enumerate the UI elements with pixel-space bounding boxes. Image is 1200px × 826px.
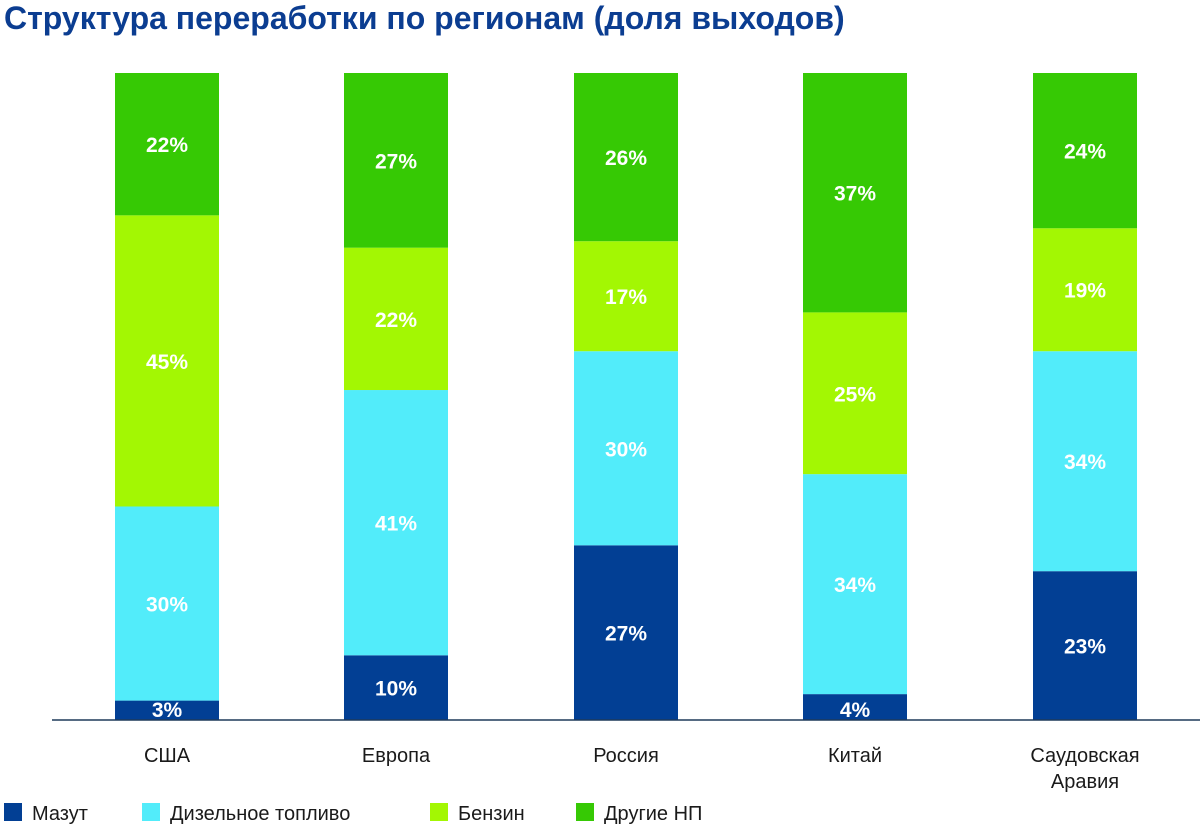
category-label-1: США xyxy=(144,745,191,767)
bar-segment-мазут-3 xyxy=(574,545,678,720)
data-label-бензин-5: 19% xyxy=(1064,280,1106,303)
data-label-другие-нп-4: 37% xyxy=(834,183,876,206)
bar-segment-бензин-5 xyxy=(1033,228,1137,352)
bar-segment-бензин-2 xyxy=(344,247,448,391)
bar-segment-дизельное-топливо-5 xyxy=(1033,351,1137,572)
data-label-мазут-3: 27% xyxy=(605,623,647,646)
category-label-line: Аравия xyxy=(1051,771,1119,793)
bar-segment-другие-нп-2 xyxy=(344,73,448,248)
bar-segment-дизельное-топливо-3 xyxy=(574,351,678,546)
category-labels-group: США Европа Россия Китай Саудовская Аравия xyxy=(144,745,1140,793)
data-label-мазут-2: 10% xyxy=(375,678,417,701)
bar-segment-дизельное-топливо-1 xyxy=(115,506,219,701)
legend-swatch-дизельное-топливо xyxy=(142,803,160,821)
data-label-другие-нп-5: 24% xyxy=(1064,141,1106,164)
legend-label-дизельное-топливо: Дизельное топливо xyxy=(170,803,350,825)
category-label-line: Саудовская xyxy=(1030,745,1139,767)
data-label-бензин-3: 17% xyxy=(605,286,647,309)
bar-segment-бензин-3 xyxy=(574,241,678,352)
category-label-line: Китай xyxy=(828,745,882,767)
bar-segment-мазут-2 xyxy=(344,655,448,720)
category-label-line: Россия xyxy=(593,745,659,767)
data-label-дизельное-топливо-1: 30% xyxy=(146,594,188,617)
category-label-line: США xyxy=(144,745,191,767)
data-label-дизельное-топливо-5: 34% xyxy=(1064,451,1106,474)
category-label-5: Саудовская Аравия xyxy=(1030,745,1139,793)
bar-segment-другие-нп-3 xyxy=(574,73,678,242)
data-label-другие-нп-3: 26% xyxy=(605,147,647,170)
bar-segment-дизельное-топливо-4 xyxy=(803,474,907,695)
category-label-2: Европа xyxy=(362,745,431,767)
data-label-мазут-5: 23% xyxy=(1064,636,1106,659)
bar-segment-бензин-1 xyxy=(115,215,219,507)
data-label-бензин-4: 25% xyxy=(834,383,876,406)
chart-title: Структура переработки по регионам (доля … xyxy=(4,0,845,36)
legend-label-другие-нп: Другие НП xyxy=(604,803,702,825)
bar-segment-дизельное-топливо-2 xyxy=(344,390,448,656)
data-label-другие-нп-1: 22% xyxy=(146,134,188,157)
data-label-мазут-1: 3% xyxy=(152,699,183,722)
bar-segment-мазут-5 xyxy=(1033,571,1137,720)
bar-segment-мазут-1 xyxy=(115,700,219,720)
legend-label-мазут: Мазут xyxy=(32,803,88,825)
data-label-дизельное-топливо-3: 30% xyxy=(605,438,647,461)
data-label-бензин-1: 45% xyxy=(146,351,188,374)
bars-group xyxy=(115,73,1137,720)
category-label-3: Россия xyxy=(593,745,659,767)
data-label-дизельное-топливо-2: 41% xyxy=(375,513,417,536)
legend: Мазут Дизельное топливо Бензин Другие НП xyxy=(4,803,702,825)
legend-swatch-другие-нп xyxy=(576,803,594,821)
category-label-4: Китай xyxy=(828,745,882,767)
bar-labels-group: 3% 30% 45% 22% 10% 41% 22% 27% 27% 30% 17% 26% 4% 34%… xyxy=(146,134,1106,722)
data-label-дизельное-топливо-4: 34% xyxy=(834,574,876,597)
data-label-другие-нп-2: 27% xyxy=(375,150,417,173)
data-label-бензин-2: 22% xyxy=(375,309,417,332)
category-label-line: Европа xyxy=(362,745,431,767)
bar-segment-бензин-4 xyxy=(803,312,907,475)
bar-segment-другие-нп-5 xyxy=(1033,73,1137,229)
data-label-мазут-4: 4% xyxy=(840,699,871,722)
bar-segment-мазут-4 xyxy=(803,694,907,720)
legend-swatch-мазут xyxy=(4,803,22,821)
legend-label-бензин: Бензин xyxy=(458,803,525,825)
bar-segment-другие-нп-1 xyxy=(115,73,219,216)
legend-swatch-бензин xyxy=(430,803,448,821)
bar-segment-другие-нп-4 xyxy=(803,73,907,313)
